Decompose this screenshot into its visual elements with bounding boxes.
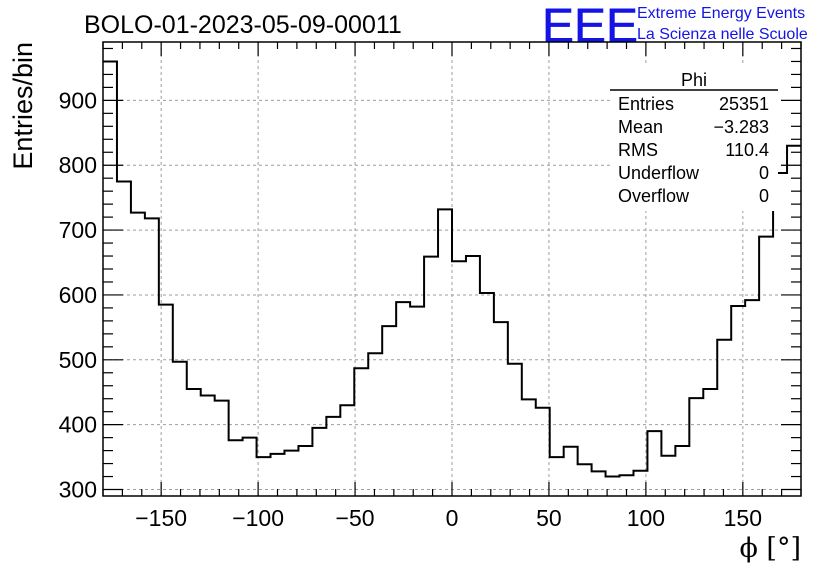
- histogram-line: [103, 60, 801, 478]
- stats-label: Underflow: [618, 163, 700, 183]
- histogram-bin: [326, 417, 340, 496]
- y-tick-label: 700: [59, 217, 97, 243]
- histogram-bin: [578, 464, 592, 496]
- histogram-bin: [494, 322, 508, 496]
- stats-label: RMS: [618, 140, 658, 160]
- histogram-bin: [452, 261, 466, 496]
- plot-frame: [102, 41, 802, 497]
- x-tick-label: −100: [232, 505, 284, 531]
- histogram-bin: [564, 447, 578, 496]
- histogram-bin: [201, 395, 215, 496]
- histogram-bin: [550, 457, 564, 496]
- histogram-bin: [466, 256, 480, 496]
- y-axis-label: Entries/bin: [8, 42, 38, 170]
- x-tick-label: 150: [724, 505, 762, 531]
- histogram-bin: [480, 293, 494, 496]
- y-tick-label: 800: [59, 152, 97, 178]
- stats-title: Phi: [681, 70, 707, 90]
- logo-mark: EEE: [542, 0, 638, 53]
- histogram-bin: [145, 218, 159, 496]
- histogram-bin: [131, 213, 145, 496]
- histogram-bin: [731, 306, 745, 496]
- y-tick-label: 600: [59, 282, 97, 308]
- eee-logo: EEE Extreme Energy Events La Scienza nel…: [542, 0, 808, 53]
- stats-value: 0: [759, 186, 769, 206]
- histogram-bin: [592, 471, 606, 496]
- histogram-bin: [117, 181, 131, 496]
- histogram-bin: [717, 340, 731, 496]
- y-tick-label: 900: [59, 87, 97, 113]
- tick-labels: −150 −100 −50 0 50 100 150 300 400 500 600 700 800 90…: [59, 87, 762, 531]
- x-tick-label: 0: [446, 505, 459, 531]
- histogram-bin: [340, 405, 354, 496]
- stats-label: Mean: [618, 117, 663, 137]
- x-tick-label: −150: [135, 505, 187, 531]
- histogram-bin: [773, 173, 787, 496]
- histogram-bin: [675, 446, 689, 496]
- stats-box: Phi Entries 25351 Mean −3.283 RMS 110.4 Underf…: [610, 66, 778, 211]
- histogram-bin: [522, 399, 536, 496]
- stats-label: Entries: [618, 94, 674, 114]
- stats-value: 25351: [719, 94, 769, 114]
- y-tick-label: 300: [59, 477, 97, 503]
- histogram-bin: [508, 364, 522, 496]
- histogram-bin: [438, 209, 452, 496]
- stats-value: 0: [759, 163, 769, 183]
- histogram-bin: [382, 326, 396, 496]
- histogram-bin: [647, 431, 661, 496]
- chart-title: BOLO-01-2023-05-09-00011: [84, 11, 402, 39]
- histogram-bin: [215, 401, 229, 496]
- stats-label: Overflow: [618, 186, 690, 206]
- histogram-bin: [187, 389, 201, 496]
- x-tick-label: 100: [627, 505, 665, 531]
- x-tick-label: 50: [536, 505, 562, 531]
- x-axis-label: ϕ [°]: [739, 533, 801, 564]
- histogram-bin: [298, 446, 312, 496]
- histogram-bin: [159, 305, 173, 496]
- histogram-bin: [759, 237, 773, 496]
- y-tick-label: 400: [59, 412, 97, 438]
- y-tick-label: 500: [59, 347, 97, 373]
- stats-value: −3.283: [713, 117, 769, 137]
- histogram-bin: [243, 438, 257, 496]
- histogram-bin: [229, 440, 243, 496]
- histogram-bin: [536, 408, 550, 496]
- histogram-bin: [689, 398, 703, 496]
- histogram-bin: [424, 257, 438, 496]
- axis-ticks: [102, 42, 802, 496]
- histogram-bin: [745, 300, 759, 496]
- histogram-bin: [396, 302, 410, 496]
- histogram-bin: [410, 307, 424, 496]
- histogram-bin: [703, 389, 717, 496]
- logo-line-2: La Scienza nelle Scuole: [637, 26, 808, 43]
- stats-value: 110.4: [725, 140, 769, 160]
- histogram-bin: [354, 368, 368, 496]
- logo-line-1: Extreme Energy Events: [637, 5, 805, 22]
- x-tick-label: −50: [336, 505, 375, 531]
- histogram-series: [103, 60, 801, 496]
- histogram-bin: [312, 428, 326, 496]
- histogram-bin: [173, 362, 187, 496]
